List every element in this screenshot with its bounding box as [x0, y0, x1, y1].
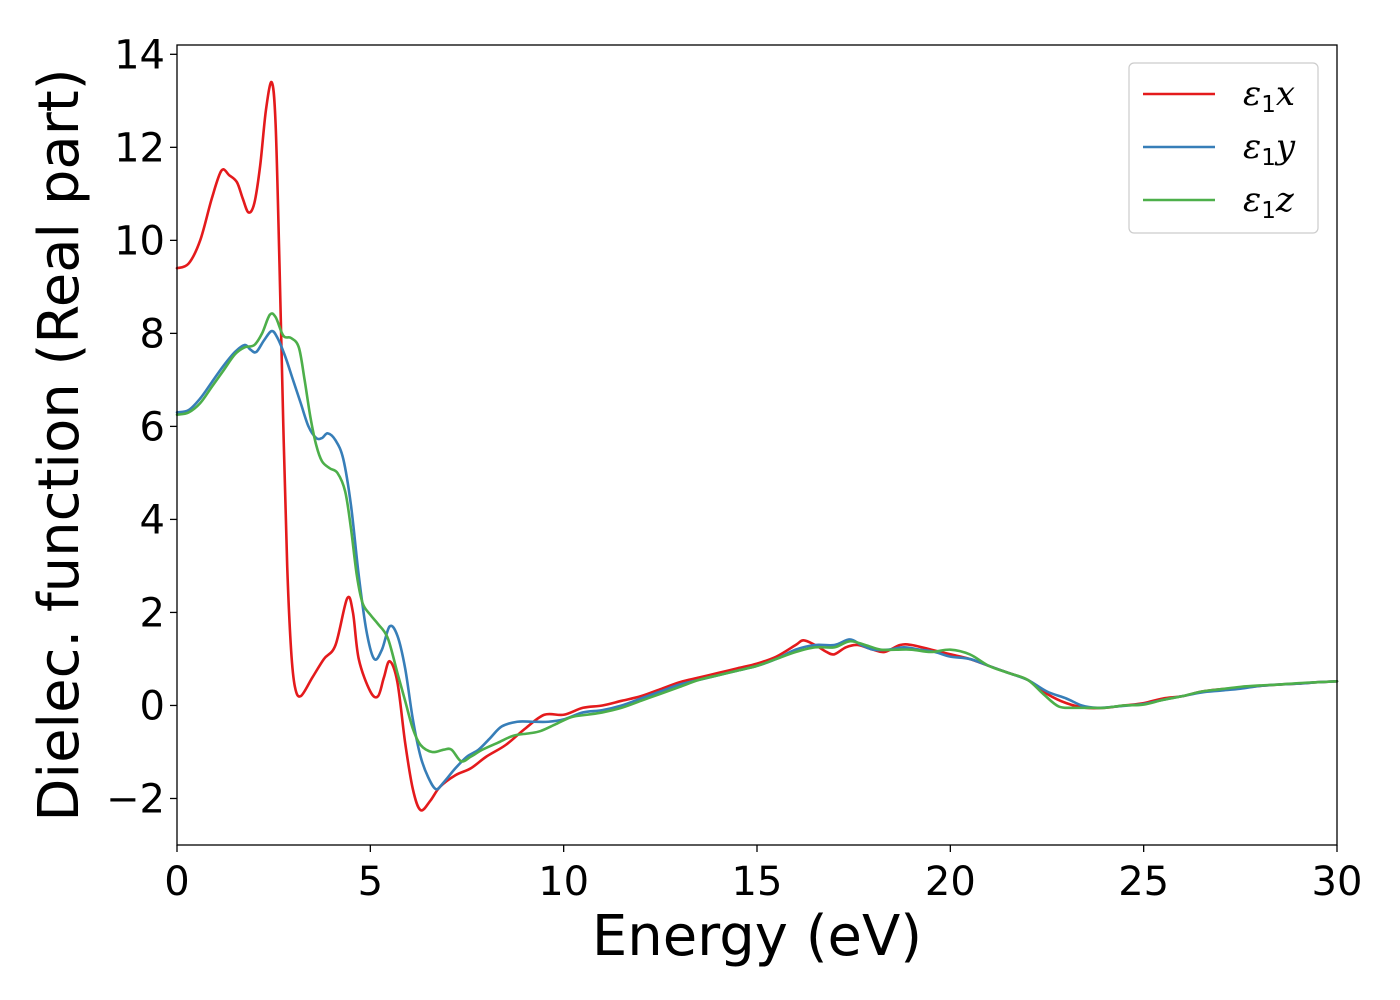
x-axis-title: Energy (eV)	[592, 904, 922, 969]
x-tick-label: 20	[925, 859, 976, 905]
y-tick-label: 2	[140, 590, 165, 636]
x-tick-label: 10	[538, 859, 589, 905]
series-line-x	[175, 80, 1339, 812]
x-axis: 0 5 10 15 20 25 30	[164, 845, 1362, 905]
x-tick-label: 30	[1312, 859, 1363, 905]
y-tick-label: 0	[140, 683, 165, 729]
x-tick-label: 25	[1118, 859, 1169, 905]
y-tick-label: 8	[140, 311, 165, 357]
y-tick-label: 6	[140, 404, 165, 450]
x-tick-label: 5	[358, 859, 383, 905]
y-axis-title: Dielec. function (Real part)	[27, 68, 92, 821]
y-tick-label: 10	[114, 218, 165, 264]
legend-label-z: ε1z	[1243, 180, 1295, 224]
legend: ε1x ε1y ε1z	[1128, 62, 1319, 234]
series-line-z	[175, 312, 1339, 763]
series-lines	[175, 80, 1339, 812]
x-tick-label: 0	[164, 859, 189, 905]
y-axis: −2 0 2 4 6 8 10 12 14	[106, 32, 177, 822]
y-tick-label: 14	[114, 32, 165, 78]
y-tick-label: 4	[140, 497, 165, 543]
y-tick-label: −2	[106, 776, 165, 822]
legend-label-x: ε1x	[1243, 74, 1295, 118]
x-tick-label: 15	[732, 859, 783, 905]
legend-box	[1128, 62, 1319, 234]
legend-label-y: ε1y	[1243, 127, 1296, 171]
y-tick-label: 12	[114, 125, 165, 171]
